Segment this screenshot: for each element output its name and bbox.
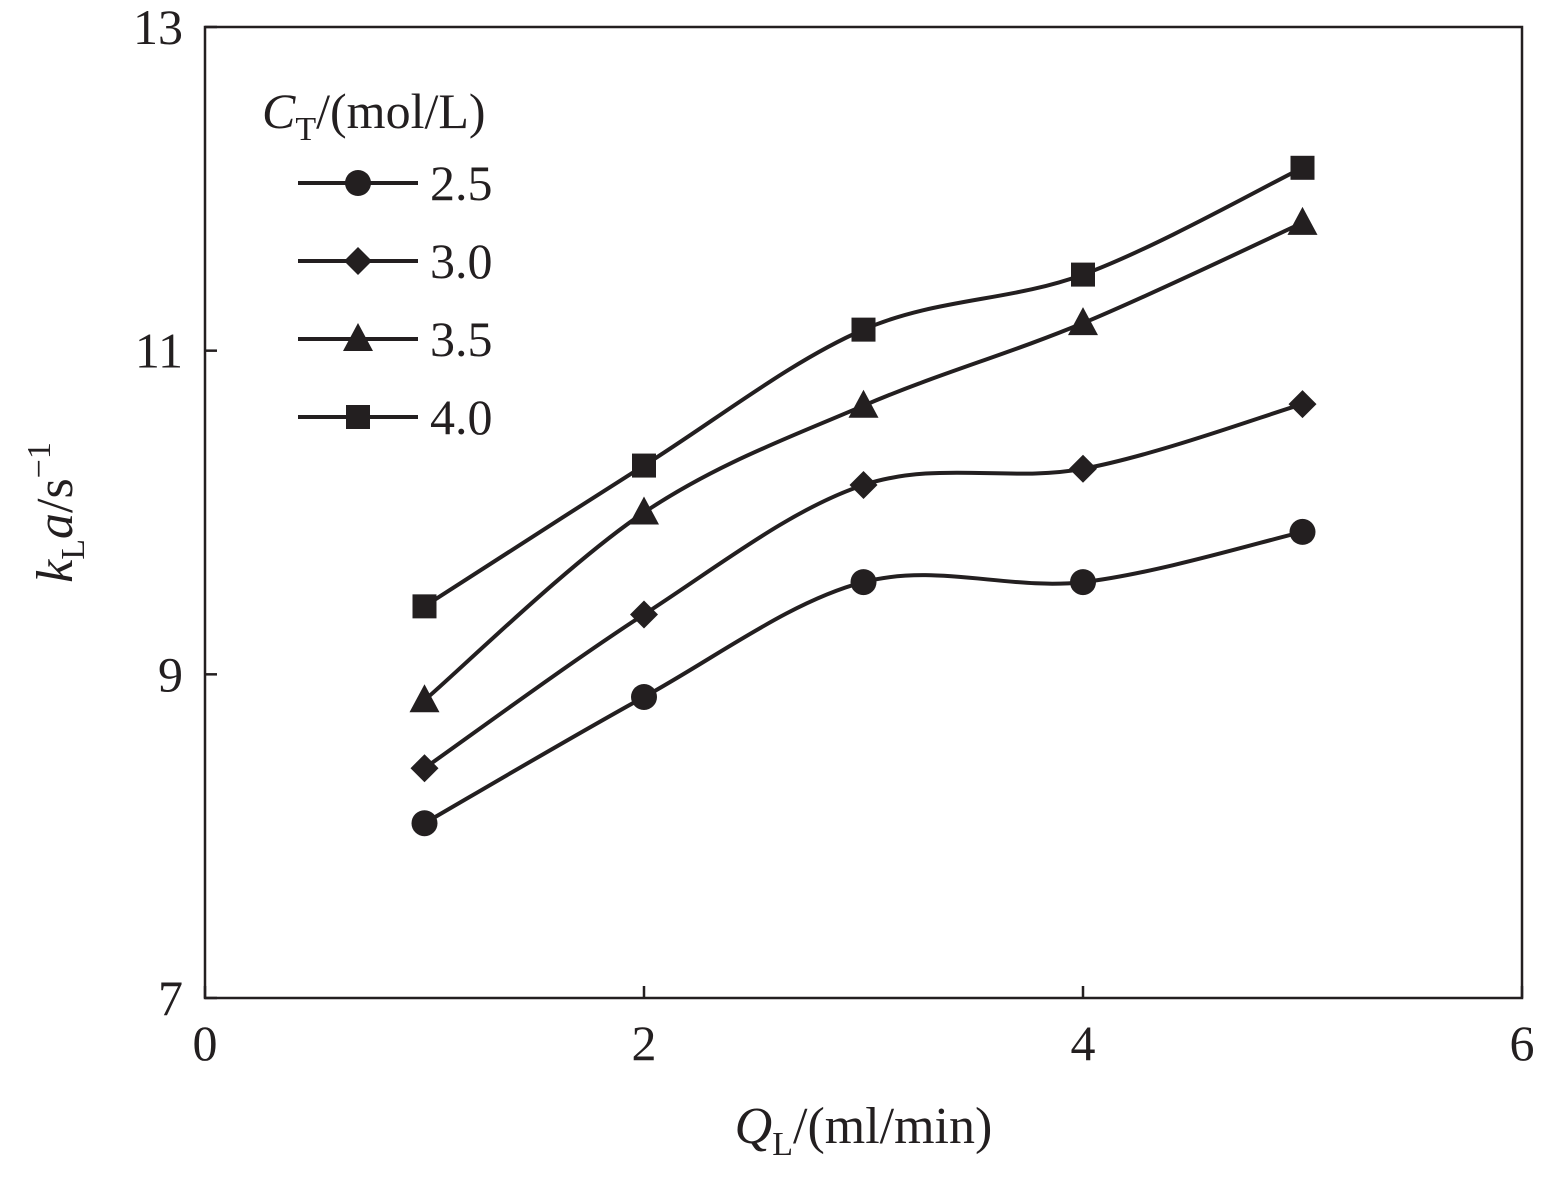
legend-label: 3.5 xyxy=(430,311,493,367)
data-point xyxy=(1068,307,1098,336)
legend-marker xyxy=(343,323,373,351)
legend-marker xyxy=(346,405,370,429)
legend-title: CT/(mol/L) xyxy=(262,83,486,148)
data-point xyxy=(851,317,876,342)
series-4.0 xyxy=(412,155,1315,619)
series-line xyxy=(423,220,1304,702)
series-line xyxy=(423,165,1304,609)
data-point xyxy=(629,496,659,525)
x-tick-label: 4 xyxy=(1071,1015,1096,1071)
data-point xyxy=(411,810,438,837)
y-tick-label: 13 xyxy=(133,0,183,55)
data-point xyxy=(848,389,879,418)
x-tick-label: 2 xyxy=(632,1015,657,1071)
data-point xyxy=(632,453,656,478)
data-point xyxy=(1070,569,1096,596)
legend-item: 2.5 xyxy=(298,155,493,211)
series-2.5 xyxy=(411,518,1316,837)
legend-marker xyxy=(345,170,371,196)
data-point xyxy=(410,754,439,783)
y-tick-label: 7 xyxy=(158,970,183,1026)
data-point xyxy=(1288,390,1317,419)
legend-item: 3.0 xyxy=(298,233,493,289)
data-point xyxy=(850,569,877,596)
y-axis-title: kLa/s−1 xyxy=(21,442,92,583)
data-point xyxy=(1069,454,1097,483)
x-tick-label: 0 xyxy=(193,1015,218,1071)
data-point xyxy=(1071,262,1095,287)
series-3.0 xyxy=(410,390,1317,783)
data-point xyxy=(849,470,878,499)
legend-item: 3.5 xyxy=(298,311,493,367)
data-point xyxy=(409,684,440,713)
series-3.5 xyxy=(409,206,1318,713)
legend-item: 4.0 xyxy=(298,389,493,445)
x-tick-label: 6 xyxy=(1510,1015,1535,1071)
data-point xyxy=(630,600,658,629)
data-point xyxy=(1290,155,1315,180)
data-point xyxy=(631,683,657,710)
legend-label: 3.0 xyxy=(430,233,493,289)
data-point xyxy=(412,594,437,619)
data-point xyxy=(1287,206,1318,235)
x-axis-title: QL/(ml/min) xyxy=(735,1098,993,1163)
legend-label: 2.5 xyxy=(430,155,493,211)
legend-marker xyxy=(344,247,372,275)
y-tick-label: 9 xyxy=(158,646,183,702)
legend-label: 4.0 xyxy=(430,389,493,445)
y-tick-label: 11 xyxy=(135,323,183,379)
data-point xyxy=(1289,518,1316,545)
plot-frame xyxy=(203,25,1524,1000)
